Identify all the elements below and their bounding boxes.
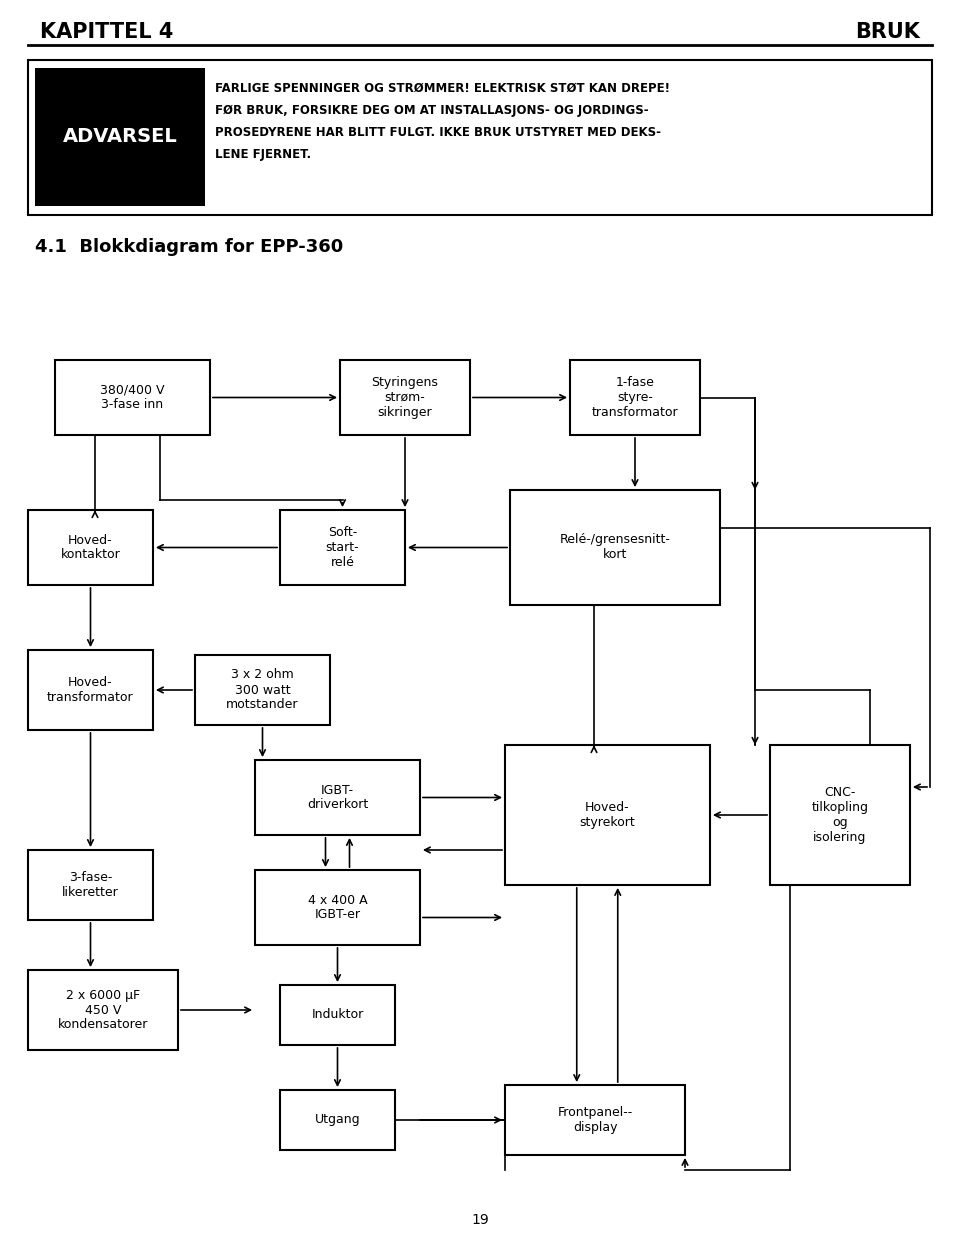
Text: ADVARSEL: ADVARSEL [62, 127, 178, 146]
Bar [280, 1090, 395, 1149]
Text: 4.1  Blokkdiagram for EPP-360: 4.1 Blokkdiagram for EPP-360 [35, 238, 344, 256]
Bar [255, 760, 420, 835]
Text: Utgang: Utgang [315, 1113, 360, 1127]
Text: IGBT-
driverkort: IGBT- driverkort [307, 784, 368, 811]
Bar [570, 359, 700, 436]
Bar [28, 650, 153, 730]
Text: 4 x 400 A
IGBT-er: 4 x 400 A IGBT-er [308, 894, 368, 921]
Text: CNC-
tilkopling
og
isolering: CNC- tilkopling og isolering [811, 786, 869, 844]
Text: 3-fase-
likeretter: 3-fase- likeretter [62, 871, 119, 899]
Text: Styringens
strøm-
sikringer: Styringens strøm- sikringer [372, 376, 439, 419]
Bar [28, 850, 153, 920]
Bar [35, 67, 205, 206]
Text: 1-fase
styre-
transformator: 1-fase styre- transformator [591, 376, 679, 419]
Text: 3 x 2 ohm
300 watt
motstander: 3 x 2 ohm 300 watt motstander [227, 669, 299, 711]
Bar [280, 510, 405, 585]
Text: Hoved-
transformator: Hoved- transformator [47, 676, 133, 704]
Bar [255, 870, 420, 945]
Bar [340, 359, 470, 436]
Text: 19: 19 [471, 1213, 489, 1227]
Text: 2 x 6000 μF
450 V
kondensatorer: 2 x 6000 μF 450 V kondensatorer [58, 988, 148, 1032]
Bar [195, 655, 330, 725]
Bar [505, 1085, 685, 1154]
Bar [505, 745, 710, 885]
Text: Hoved-
kontaktor: Hoved- kontaktor [60, 533, 120, 562]
Text: KAPITTEL 4: KAPITTEL 4 [40, 22, 174, 42]
Bar [28, 970, 178, 1050]
Bar [510, 490, 720, 605]
Text: BRUK: BRUK [855, 22, 920, 42]
Bar [28, 510, 153, 585]
Text: Hoved-
styrekort: Hoved- styrekort [580, 801, 636, 829]
Text: Soft-
start-
relé: Soft- start- relé [325, 525, 359, 569]
Bar [55, 359, 210, 436]
Bar [280, 985, 395, 1045]
Bar [28, 60, 932, 215]
Text: Induktor: Induktor [311, 1008, 364, 1022]
Text: FØR BRUK, FORSIKRE DEG OM AT INSTALLASJONS- OG JORDINGS-: FØR BRUK, FORSIKRE DEG OM AT INSTALLASJO… [215, 104, 649, 117]
Bar [770, 745, 910, 885]
Text: Frontpanel--
display: Frontpanel-- display [558, 1106, 633, 1134]
Text: PROSEDYRENE HAR BLITT FULGT. IKKE BRUK UTSTYRET MED DEKS-: PROSEDYRENE HAR BLITT FULGT. IKKE BRUK U… [215, 126, 661, 139]
Text: LENE FJERNET.: LENE FJERNET. [215, 149, 311, 161]
Text: 380/400 V
3-fase inn: 380/400 V 3-fase inn [100, 383, 165, 412]
Text: FARLIGE SPENNINGER OG STRØMMER! ELEKTRISK STØT KAN DREPE!: FARLIGE SPENNINGER OG STRØMMER! ELEKTRIS… [215, 82, 670, 95]
Text: Relé-/grensesnitt-
kort: Relé-/grensesnitt- kort [560, 533, 670, 562]
